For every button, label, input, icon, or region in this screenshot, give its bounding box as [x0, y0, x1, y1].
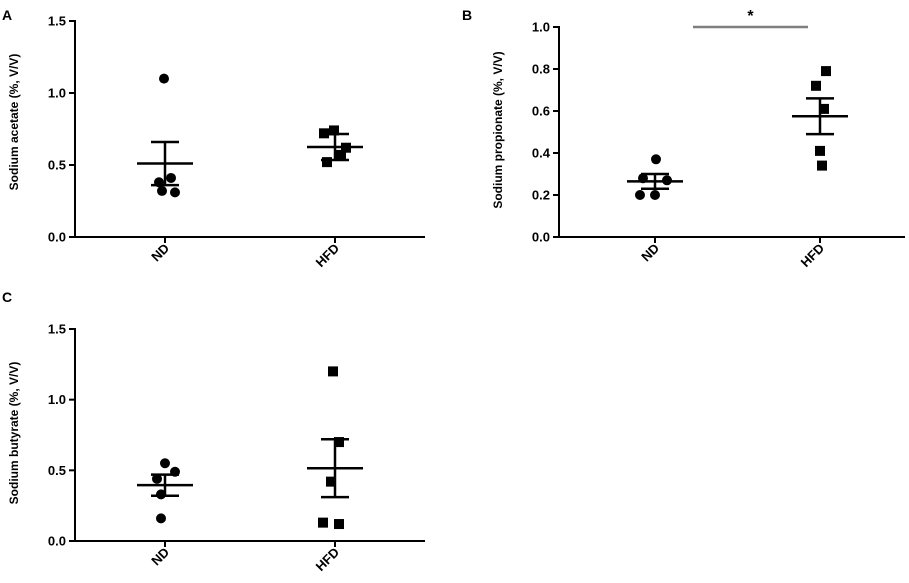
panel-a-data-point — [322, 157, 332, 168]
panel-c-x-tick-label: ND — [148, 545, 172, 569]
panel-c-data-point — [156, 513, 166, 524]
panel-b-y-tick-label: 0.0 — [532, 230, 550, 245]
panel-b-data-point — [819, 103, 829, 114]
panel-a-y-axis-label: Sodium acetate (%, V/V) — [7, 54, 21, 191]
panel-c-data-point — [326, 476, 336, 487]
panel-a-data-point — [159, 73, 169, 84]
panel-b-y-axis-label: Sodium propionate (%, V/V) — [491, 51, 505, 208]
panel-b-data-point — [815, 145, 825, 156]
panel-c-data-point — [160, 458, 170, 469]
panel-c-y-tick-label: 0.0 — [48, 534, 66, 549]
panel-b-data-point — [635, 190, 645, 200]
panel-a-data-point — [166, 172, 176, 183]
panel-c-x-tick-label: HFD — [313, 545, 342, 574]
panel-a-data-point — [170, 187, 180, 198]
panel-c-data-point — [170, 466, 180, 477]
panel-c-y-axis-label: Sodium butyrate (%, V/V) — [7, 362, 21, 505]
panel-a-data-point — [329, 125, 339, 136]
panel-b-y-tick-label: 0.4 — [532, 146, 551, 161]
panel-b-significance-star: * — [747, 8, 754, 25]
panel-c-data-point — [334, 437, 344, 448]
panel-a-x-tick-label: ND — [148, 241, 172, 265]
panel-b-y-tick-label: 0.8 — [532, 62, 550, 77]
panel-b-x-tick-label: HFD — [798, 241, 827, 270]
panel-b-y-tick-label: 0.2 — [532, 188, 550, 203]
panel-a-data-point — [336, 149, 346, 160]
panel-b-y-tick-label: 1.0 — [532, 20, 550, 35]
panel-b-data-point — [821, 66, 831, 77]
panel-c-data-point — [328, 366, 338, 377]
panel-a-data-point — [157, 185, 167, 196]
panel-a-y-tick-label: 0.5 — [48, 158, 66, 173]
panel-c: C Sodium butyrate (%, V/V) 0.0 0.5 1.0 1.5 N… — [2, 289, 425, 574]
panel-a-data-point — [319, 128, 329, 139]
panel-a-data-point — [341, 142, 351, 153]
panel-b: B Sodium propionate (%, V/V) 0.0 0.2 0.4 0.… — [462, 7, 905, 270]
panel-a-y-tick-label: 1.0 — [48, 86, 66, 101]
panel-c-y-tick-label: 1.5 — [48, 322, 66, 337]
panel-c-y-tick-label: 1.0 — [48, 392, 66, 407]
panel-b-y-tick-label: 0.6 — [532, 104, 550, 119]
panel-a: A Sodium acetate (%, V/V) 0.0 0.5 1.0 1.5 ND… — [2, 7, 425, 270]
panel-b-data-point — [650, 190, 660, 200]
panel-b-letter: B — [462, 7, 472, 23]
panel-b-data-point — [662, 175, 672, 186]
panel-b-data-point — [651, 154, 661, 165]
panel-b-data-point — [638, 173, 648, 184]
panel-a-x-tick-label: HFD — [313, 241, 342, 270]
panel-b-data-point — [817, 160, 827, 171]
panel-a-y-tick-label: 1.5 — [48, 14, 66, 29]
panel-c-data-point — [156, 489, 166, 500]
panel-a-y-tick-label: 0.0 — [48, 230, 66, 245]
panel-b-x-tick-label: ND — [638, 241, 662, 265]
panel-c-y-tick-label: 0.5 — [48, 463, 66, 478]
panel-a-data-point — [154, 177, 164, 188]
panel-c-data-point — [318, 517, 328, 528]
panel-c-data-point — [334, 519, 344, 530]
panel-a-letter: A — [2, 7, 12, 23]
panel-c-data-point — [152, 473, 162, 484]
panel-c-letter: C — [2, 289, 12, 305]
panel-b-data-point — [811, 80, 821, 91]
